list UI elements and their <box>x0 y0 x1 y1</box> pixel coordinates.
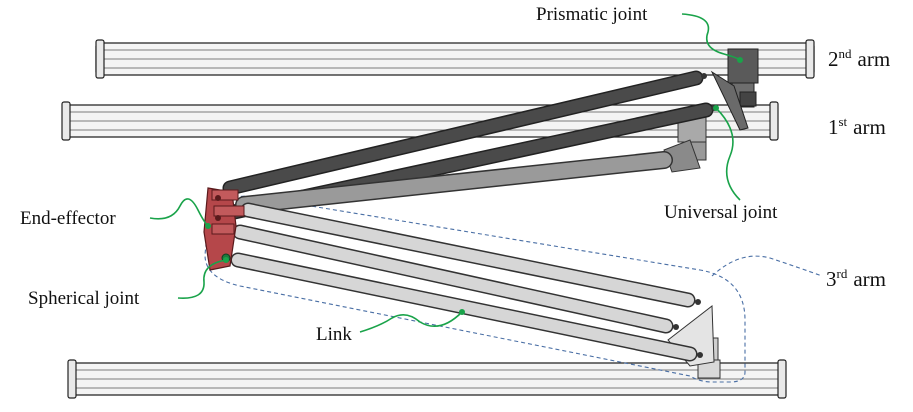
link-label: Link <box>316 324 352 345</box>
third-arm-label: 3rd arm <box>826 266 886 291</box>
second-arm-label: 2nd arm <box>828 46 890 71</box>
universal-joint-leader <box>715 107 741 201</box>
universal-joint-label: Universal joint <box>664 202 778 223</box>
prismatic-joint-carriage-2nd <box>710 48 759 131</box>
spherical-joint-label: Spherical joint <box>28 288 140 309</box>
third-arm-leader-dashed <box>711 255 823 277</box>
rail-2nd-arm <box>95 39 815 79</box>
links-1st-arm <box>235 151 673 214</box>
spherical-joint-leader <box>177 259 227 299</box>
link-leader <box>359 311 463 333</box>
prismatic-joint-label: Prismatic joint <box>536 4 648 25</box>
first-arm-label: 1st arm <box>828 114 886 139</box>
end-effector-leader <box>149 198 209 227</box>
rail-3rd-arm <box>67 359 787 399</box>
links-3rd-arm <box>230 202 698 362</box>
prismatic-joint-leader <box>681 13 741 61</box>
end-effector-label: End-effector <box>20 208 116 229</box>
